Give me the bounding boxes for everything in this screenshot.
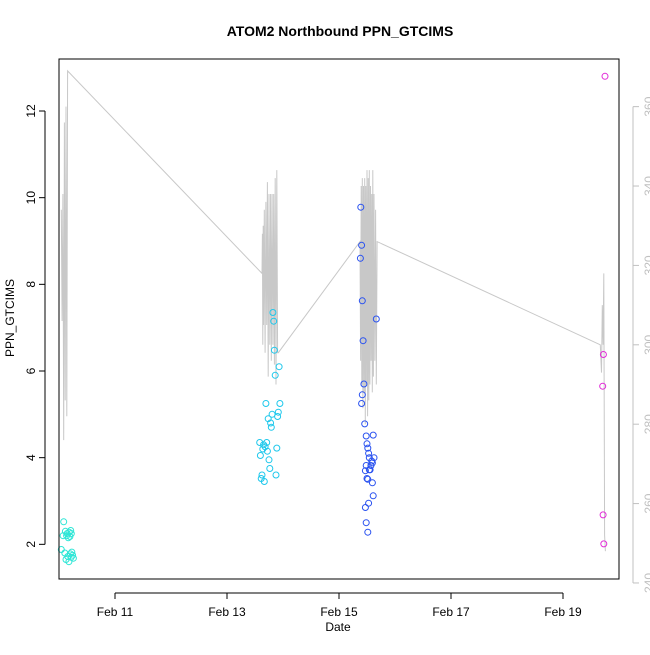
data-point <box>69 551 77 559</box>
data-point <box>256 439 264 446</box>
data-point <box>67 530 75 537</box>
data-point <box>369 431 377 439</box>
y-tick-label: 10 <box>24 191 38 205</box>
data-point <box>273 444 281 452</box>
data-point <box>271 371 279 379</box>
y2-tick-label: 320 <box>642 255 650 275</box>
data-point <box>267 419 275 427</box>
axes-layer: Feb 11 Feb 13 Feb 15 Feb 17 Feb 19 2 4 6 8 10 12 24… <box>24 96 650 619</box>
x-tick-label: Feb 19 <box>544 605 582 619</box>
data-point <box>364 444 372 452</box>
data-point <box>364 528 372 536</box>
y-tick-label: 8 <box>24 281 38 288</box>
data-point <box>258 471 266 479</box>
data-point <box>358 241 366 249</box>
data-point <box>361 467 369 475</box>
data-point <box>369 492 377 500</box>
plot-frame <box>58 58 620 580</box>
y-tick-label: 4 <box>24 454 38 461</box>
y2-tick-label: 240 <box>642 573 650 593</box>
x-tick-label: Feb 17 <box>432 605 470 619</box>
data-point <box>260 478 268 485</box>
data-point <box>365 449 373 457</box>
data-point <box>362 519 370 527</box>
data-point <box>266 465 274 472</box>
data-point <box>262 400 270 407</box>
data-point <box>363 440 371 448</box>
data-point <box>365 466 373 474</box>
data-point <box>599 382 607 390</box>
data-point <box>600 540 608 548</box>
data-point <box>599 511 607 519</box>
data-point <box>370 454 378 462</box>
data-point <box>270 317 278 325</box>
data-point <box>356 254 364 262</box>
data-point <box>263 447 271 455</box>
trace-layer <box>60 69 606 552</box>
x-tick-label: Feb 15 <box>320 605 358 619</box>
data-point <box>67 527 75 534</box>
data-point <box>362 432 370 440</box>
data-point <box>269 309 277 316</box>
data-point <box>60 518 68 526</box>
chart-title: ATOM2 Northbound PPN_GTCIMS <box>227 23 454 39</box>
y-tick-label: 2 <box>24 541 38 548</box>
y2-tick-label: 300 <box>642 334 650 354</box>
x-tick-label: Feb 11 <box>97 605 134 619</box>
data-point <box>276 400 284 407</box>
data-point <box>358 297 366 305</box>
x-axis-label: Date <box>325 620 351 634</box>
y2-tick-label: 260 <box>642 493 650 513</box>
y2-tick-label: 280 <box>642 414 650 434</box>
data-point <box>361 420 369 428</box>
trace-line <box>60 69 606 552</box>
data-point <box>256 452 264 459</box>
data-point <box>270 346 278 354</box>
data-point <box>368 479 376 487</box>
data-point <box>265 456 273 464</box>
y2-tick-label: 360 <box>642 96 650 116</box>
data-point <box>274 408 282 416</box>
y-tick-label: 12 <box>24 104 38 118</box>
data-point <box>599 351 607 358</box>
data-point <box>358 400 366 407</box>
y-axis-label: PPN_GTCIMS <box>3 279 17 357</box>
data-point <box>267 423 275 431</box>
data-point <box>65 558 73 566</box>
points-layer <box>57 72 609 566</box>
data-point <box>360 380 368 388</box>
data-point <box>274 413 282 420</box>
data-point <box>359 337 367 345</box>
y-tick-label: 6 <box>24 367 38 374</box>
data-point <box>263 439 271 446</box>
data-point <box>363 475 371 482</box>
data-point <box>364 475 372 483</box>
data-point <box>358 391 366 399</box>
data-point <box>272 471 280 479</box>
data-point <box>601 72 609 80</box>
data-point <box>357 203 365 211</box>
data-point <box>57 546 65 553</box>
data-point <box>365 499 373 507</box>
data-point <box>372 315 380 323</box>
x-tick-label: Feb 13 <box>208 605 246 619</box>
data-point <box>275 363 283 371</box>
data-point <box>69 554 77 562</box>
y2-tick-label: 340 <box>642 176 650 196</box>
data-point <box>59 532 67 540</box>
